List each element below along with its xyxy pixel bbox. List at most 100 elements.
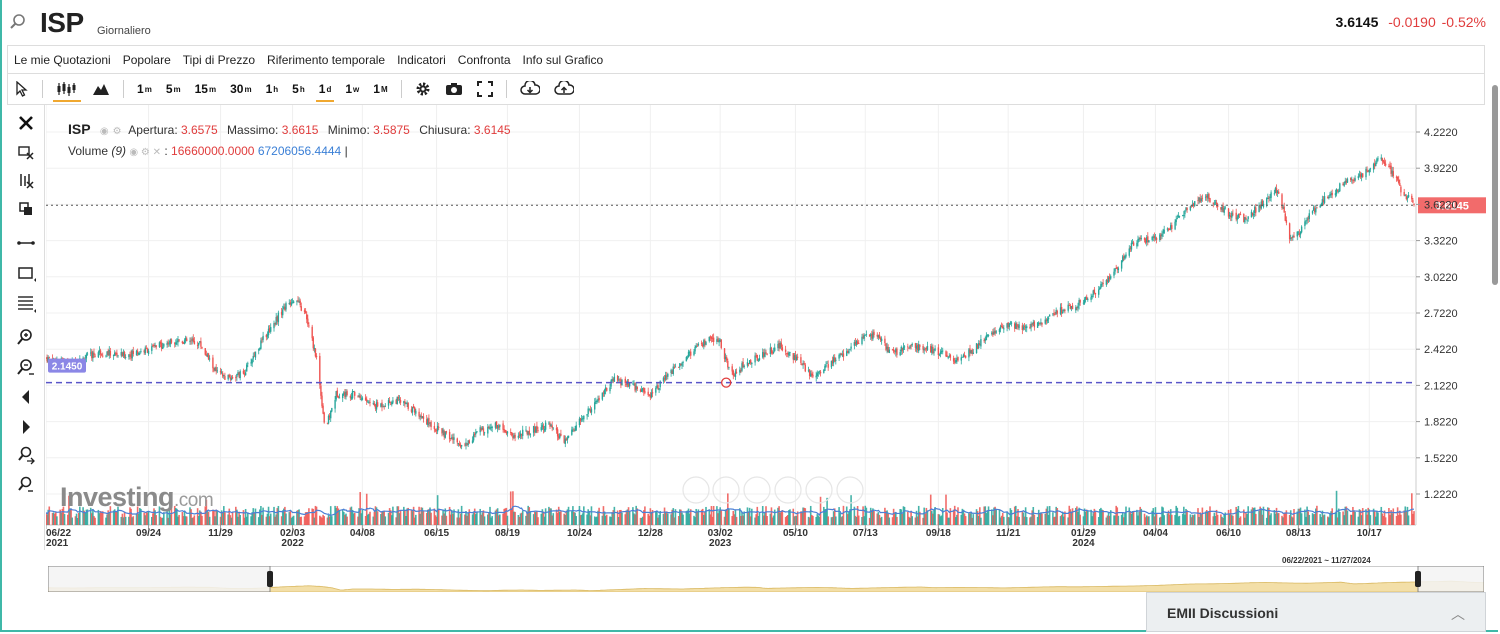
scroll-right-icon[interactable] [16, 417, 36, 437]
candle-body [1336, 189, 1339, 191]
timeframe-unit: m [144, 84, 152, 94]
volume-bar [754, 517, 756, 525]
timeframe-30m[interactable]: 30 m [223, 74, 258, 104]
menu-indicators[interactable]: Indicatori [397, 52, 446, 67]
cloud-download-icon[interactable] [513, 74, 547, 104]
candle-body [421, 416, 424, 419]
volume-bar [518, 516, 521, 525]
volume-bar [105, 517, 107, 525]
camera-icon[interactable] [438, 74, 470, 104]
zoom-fit-icon[interactable] [16, 475, 36, 495]
volume-bar [1178, 515, 1181, 525]
candle-body [464, 444, 466, 446]
volume-bar [831, 516, 834, 525]
volume-bar [178, 514, 180, 525]
cursor-tool-icon[interactable] [8, 74, 36, 104]
zoom-out-icon[interactable] [16, 357, 36, 377]
candle-body [224, 376, 226, 380]
candle-body [169, 339, 172, 345]
candle-body [395, 399, 397, 404]
candle-body [406, 403, 408, 405]
volume-bar [169, 514, 172, 525]
volume-bar [91, 513, 93, 525]
menu-my-quotes[interactable]: Le mie Quotazioni [14, 52, 111, 67]
volume-bar [1229, 509, 1232, 525]
volume-bar [292, 515, 295, 525]
select-delete-icon[interactable] [16, 143, 36, 163]
menu-time-reference[interactable]: Riferimento temporale [267, 52, 386, 67]
candle-body [289, 302, 292, 305]
volume-bar [51, 512, 54, 525]
volume-bar [170, 506, 173, 525]
menu-compare[interactable]: Confronta [457, 52, 511, 67]
volume-bar [900, 509, 903, 525]
cloud-upload-icon[interactable] [547, 74, 581, 104]
volume-bar [1131, 511, 1134, 525]
volume-bar [252, 508, 255, 525]
page-scrollbar[interactable] [1490, 80, 1500, 600]
candlestick-type-icon[interactable] [49, 74, 85, 104]
scrollbar-thumb[interactable] [1492, 85, 1498, 285]
candle-body [823, 369, 825, 373]
settings-small-icon[interactable]: ⚙ [112, 126, 122, 137]
close-icon[interactable] [16, 113, 36, 133]
candle-body [696, 345, 698, 347]
fullscreen-icon[interactable] [470, 74, 500, 104]
candle-body [268, 328, 271, 332]
volume-bar [235, 506, 237, 525]
chart-area[interactable]: 2.1450 3.6145 1.2220 1.5220 1.8220 2.1220 2.4… [45, 105, 1486, 550]
volume-bar [872, 508, 874, 525]
candle-body [587, 408, 589, 414]
search-icon[interactable] [10, 13, 26, 29]
candle-body [681, 363, 683, 366]
zoom-in-icon[interactable] [16, 327, 36, 347]
candle-body [410, 409, 413, 412]
timeframe-15m[interactable]: 15 m [188, 74, 223, 104]
candle-body [1331, 192, 1333, 196]
candle-body [1171, 225, 1173, 230]
menu-popular[interactable]: Popolare [122, 52, 171, 67]
gear-icon[interactable] [408, 74, 438, 104]
fibonacci-icon[interactable] [16, 293, 36, 313]
delete-drawings-icon[interactable] [16, 171, 36, 191]
discussion-panel[interactable]: EMII Discussioni ︿ [1146, 592, 1486, 632]
candle-body [651, 392, 654, 394]
candle-body [870, 334, 872, 337]
mountain-type-icon[interactable] [85, 74, 117, 104]
scroll-left-icon[interactable] [16, 387, 36, 407]
candle-body [878, 334, 881, 339]
volume-bar [969, 513, 971, 525]
horizontal-ray-icon[interactable] [16, 233, 36, 253]
menu-price-types[interactable]: Tipi di Prezzo [182, 52, 256, 67]
candle-body [1122, 256, 1124, 262]
eye-icon[interactable]: ◉ ⚙ ✕ [129, 147, 162, 158]
candle-body [901, 347, 904, 351]
candle-body [993, 331, 995, 335]
volume-bar [1285, 510, 1288, 525]
volume-bar [1223, 513, 1225, 525]
candle-body [992, 332, 994, 336]
rectangle-icon[interactable] [16, 263, 36, 283]
candle-body [1339, 183, 1341, 192]
candle-body [261, 339, 263, 341]
chevron-up-icon[interactable]: ︿ [1451, 606, 1465, 622]
volume-bar [1373, 510, 1376, 525]
navigator-chart[interactable] [47, 565, 1485, 593]
volume-bar [1160, 516, 1162, 525]
zoom-reset-icon[interactable] [16, 445, 36, 465]
eye-icon[interactable]: ◉ [99, 126, 109, 137]
volume-bar [458, 517, 461, 525]
copy-icon[interactable] [16, 199, 36, 219]
menu-chart-info[interactable]: Info sul Grafico [522, 52, 604, 67]
x-tick-label: 10/17 [1357, 528, 1382, 539]
navigator[interactable] [47, 565, 1485, 593]
candle-body [1297, 232, 1300, 234]
